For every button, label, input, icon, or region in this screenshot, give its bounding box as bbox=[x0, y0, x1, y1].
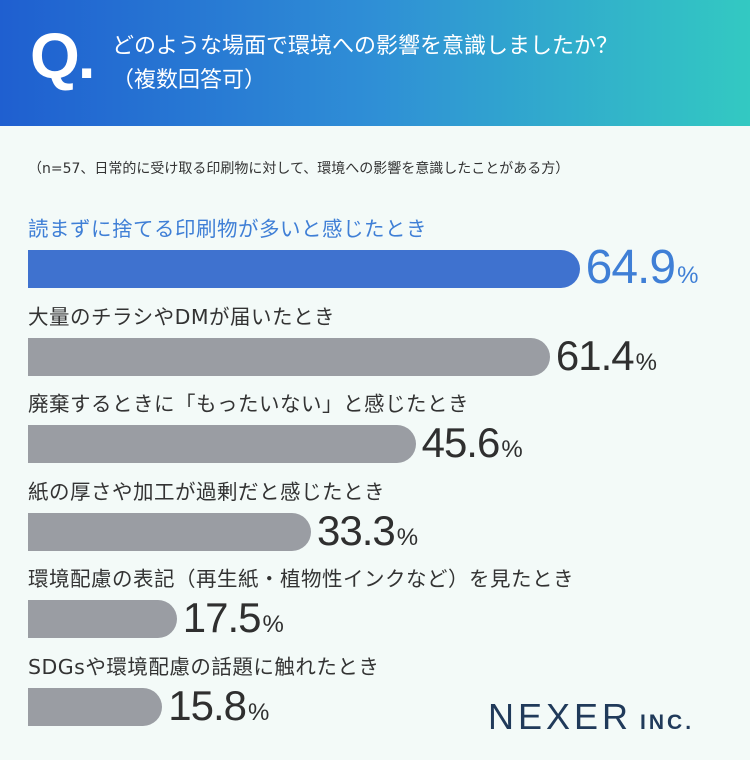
company-logo: NEXER INC. bbox=[488, 696, 694, 738]
value-number: 61.4 bbox=[555, 331, 635, 379]
question-text: どのような場面で環境への影響を意識しましたか？ （複数回答可） bbox=[112, 30, 732, 98]
value-number: 64.9 bbox=[585, 241, 676, 294]
bar bbox=[28, 512, 312, 551]
category-label: 紙の厚さや加工が過剰だと感じたとき bbox=[28, 479, 385, 504]
value-label: 33.3% bbox=[317, 506, 419, 554]
value-number: 15.8 bbox=[168, 681, 247, 729]
category-label: SDGsや環境配慮の話題に触れたとき bbox=[28, 654, 380, 679]
category-label: 大量のチラシやDMが届いたとき bbox=[28, 304, 336, 329]
percent-sign: % bbox=[262, 611, 284, 638]
value-number: 17.5 bbox=[182, 594, 262, 641]
category-label: 読まずに捨てる印刷物が多いと感じたとき bbox=[28, 217, 427, 241]
logo-suffix: INC. bbox=[640, 711, 695, 734]
percent-sign: % bbox=[635, 348, 657, 376]
percent-sign: % bbox=[501, 436, 523, 463]
header-banner: Q. どのような場面で環境への影響を意識しましたか？ （複数回答可） bbox=[0, 0, 750, 126]
category-label: 環境配慮の表記（再生紙・植物性インクなど）を見たとき bbox=[28, 567, 574, 591]
bar bbox=[28, 250, 580, 288]
category-label: 廃棄するときに「もったいない」と感じたとき bbox=[28, 392, 469, 416]
percent-sign: % bbox=[396, 523, 419, 551]
bar bbox=[28, 687, 163, 726]
value-number: 45.6 bbox=[421, 419, 501, 466]
value-label: 15.8% bbox=[168, 681, 270, 729]
q-mark: Q. bbox=[30, 20, 96, 92]
question-line-1: どのような場面で環境への影響を意識しましたか？ bbox=[112, 34, 619, 59]
bar bbox=[28, 425, 416, 463]
bar bbox=[28, 600, 177, 638]
value-label: 61.4% bbox=[555, 331, 657, 379]
bar bbox=[28, 337, 550, 376]
value-label: 17.5% bbox=[183, 597, 284, 639]
percent-sign: % bbox=[677, 262, 699, 289]
value-label: 64.9% bbox=[586, 244, 699, 292]
sample-note: （n=57、日常的に受け取る印刷物に対して、環境への影響を意識したことがある方） bbox=[28, 161, 570, 177]
percent-sign: % bbox=[248, 698, 270, 726]
logo-name: NEXER bbox=[488, 696, 633, 737]
value-label: 45.6% bbox=[422, 422, 523, 464]
value-number: 33.3 bbox=[317, 506, 396, 554]
question-line-2: （複数回答可） bbox=[112, 68, 267, 93]
